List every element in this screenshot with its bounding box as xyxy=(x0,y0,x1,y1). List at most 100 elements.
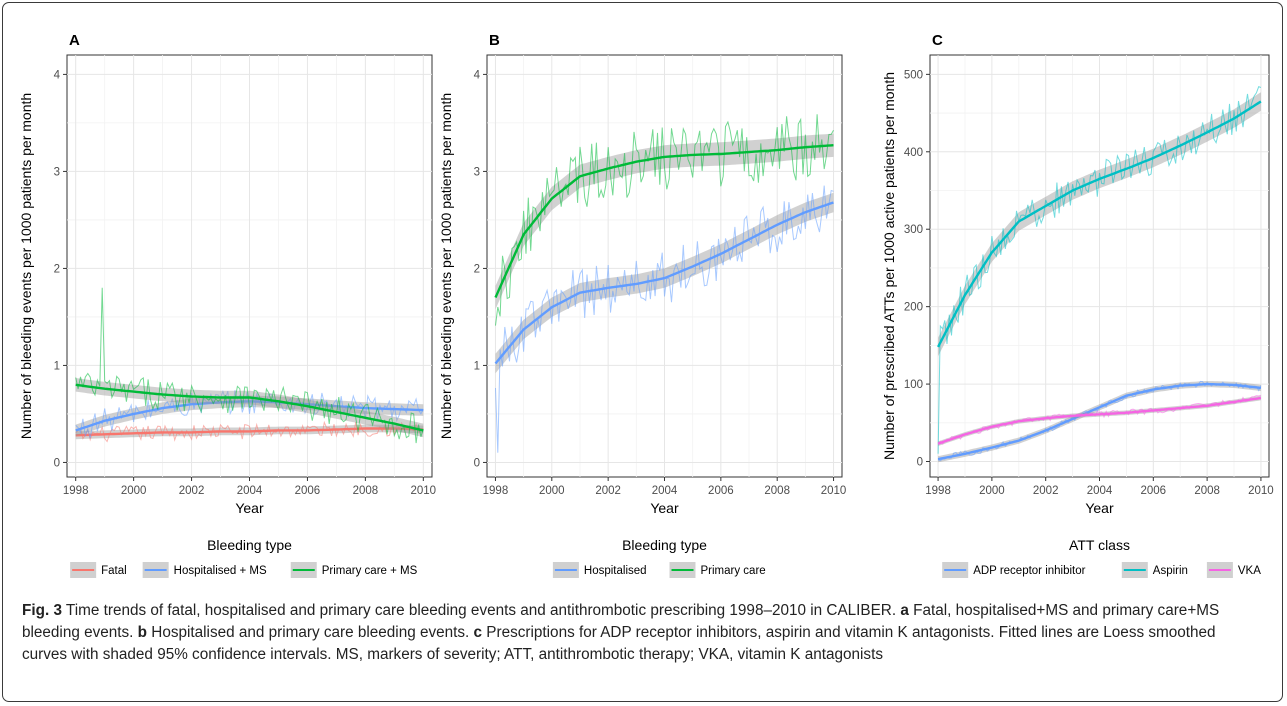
legend-item-adp-receptor-inhibitor: ADP receptor inhibitor xyxy=(942,562,1086,578)
x-tick-label: 2004 xyxy=(1087,485,1113,497)
legend: ATT class ADP receptor inhibitor Aspirin VK… xyxy=(942,537,1261,578)
x-tick-label: 2000 xyxy=(121,485,147,497)
legend-title: ATT class xyxy=(1069,537,1130,553)
series-aspirin xyxy=(937,86,1262,454)
x-axis-title: Year xyxy=(650,500,679,516)
y-tick-label: 1 xyxy=(54,360,60,372)
caption-a-label: a xyxy=(900,602,909,619)
ci-ribbon xyxy=(938,381,1261,463)
y-tick-label: 1 xyxy=(474,360,480,372)
x-tick-label: 2000 xyxy=(539,485,565,497)
y-tick-label: 2 xyxy=(54,263,60,275)
x-tick-label: 2006 xyxy=(295,485,321,497)
legend-label: Fatal xyxy=(101,565,127,577)
x-tick-label: 2002 xyxy=(595,485,621,497)
x-tick-label: 1998 xyxy=(63,485,89,497)
x-tick-label: 2010 xyxy=(1248,485,1274,497)
x-tick-label: 2006 xyxy=(1141,485,1167,497)
y-tick-label: 3 xyxy=(54,166,60,178)
raw-line xyxy=(75,420,424,443)
caption-intro: Time trends of fatal, hospitalised and p… xyxy=(61,602,901,619)
y-tick-label: 2 xyxy=(474,263,480,275)
y-tick-label: 4 xyxy=(474,69,481,81)
caption-c-text: Prescriptions for ADP receptor inhibitor… xyxy=(22,624,1216,663)
series-hospitalised xyxy=(494,185,834,453)
legend-item-hospitalised-ms: Hospitalised + MS xyxy=(142,562,267,578)
caption-b-label: b xyxy=(137,624,148,641)
legend-item-aspirin: Aspirin xyxy=(1121,562,1188,578)
y-tick-label: 4 xyxy=(54,69,61,81)
legend-label: Aspirin xyxy=(1153,565,1188,577)
x-tick-label: 2002 xyxy=(1033,485,1059,497)
legend-label: ADP receptor inhibitor xyxy=(973,565,1085,577)
panel-label: C xyxy=(932,32,943,49)
series-primary-care-ms xyxy=(75,287,424,444)
x-tick-label: 2008 xyxy=(1194,485,1220,497)
smooth-line xyxy=(937,396,1262,445)
y-tick-label: 0 xyxy=(917,457,923,469)
x-tick-label: 1998 xyxy=(925,485,951,497)
smooth-line xyxy=(75,427,424,437)
raw-line xyxy=(495,114,834,326)
x-tick-label: 2010 xyxy=(411,485,437,497)
y-axis-title: Number of bleeding events per 1000 patie… xyxy=(18,93,34,439)
legend-item-primary-care: Primary care xyxy=(669,562,766,578)
smooth-line xyxy=(937,382,1262,461)
x-axis-title: Year xyxy=(1085,500,1114,516)
y-axis-title: Number of prescribed ATTs per 1000 activ… xyxy=(881,72,897,460)
x-tick-label: 2002 xyxy=(179,485,205,497)
smooth-line xyxy=(75,400,424,432)
smooth-line xyxy=(75,383,424,432)
y-tick-label: 100 xyxy=(904,379,923,391)
legend-title: Bleeding type xyxy=(622,537,707,553)
x-tick-label: 2008 xyxy=(353,485,379,497)
legend-label: VKA xyxy=(1238,565,1261,577)
y-tick-label: 3 xyxy=(474,166,480,178)
x-tick-label: 2000 xyxy=(979,485,1005,497)
caption-fig-label: Fig. 3 xyxy=(22,602,62,619)
y-tick-label: 500 xyxy=(904,69,923,81)
series-vka xyxy=(937,394,1262,446)
legend-label: Hospitalised + MS xyxy=(174,565,267,577)
legend-item-primary-care-ms: Primary care + MS xyxy=(290,562,418,578)
raw-line xyxy=(75,287,424,444)
legend-label: Primary care + MS xyxy=(322,565,418,577)
legend-title: Bleeding type xyxy=(207,537,292,553)
y-tick-label: 0 xyxy=(54,457,60,469)
legend-item-fatal: Fatal xyxy=(70,562,127,578)
x-tick-label: 1998 xyxy=(483,485,509,497)
legend: Bleeding type Fatal Hospitalised + MS Prima… xyxy=(70,537,418,578)
legend-label: Primary care xyxy=(701,565,766,577)
y-tick-label: 0 xyxy=(474,457,480,469)
caption-b-text: Hospitalised and primary care bleeding e… xyxy=(147,624,474,641)
x-tick-label: 2008 xyxy=(764,485,790,497)
caption-a-text: Fatal, hospitalised+MS and primary care+… xyxy=(22,602,1220,641)
legend-label: Hospitalised xyxy=(584,565,647,577)
x-tick-label: 2004 xyxy=(237,485,263,497)
x-tick-label: 2006 xyxy=(708,485,734,497)
series-primary-care xyxy=(494,114,834,326)
x-tick-label: 2004 xyxy=(652,485,678,497)
smooth-line xyxy=(494,201,834,365)
raw-line xyxy=(937,86,1262,454)
panel-label: B xyxy=(489,32,500,49)
ci-ribbon xyxy=(75,378,424,438)
legend-item-hospitalised: Hospitalised xyxy=(552,562,647,578)
smooth-line xyxy=(937,100,1262,348)
chart-panel-a: 1998 2000 2002 2004 2006 2008 2010 0 1 2 3 4 A Year Nu… xyxy=(18,32,436,578)
y-tick-label: 300 xyxy=(904,224,923,236)
x-tick-label: 2010 xyxy=(821,485,847,497)
panel-label: A xyxy=(69,32,80,49)
legend: Bleeding type Hospitalised Primary care xyxy=(552,537,766,578)
x-axis-title: Year xyxy=(235,500,264,516)
figure-caption: Fig. 3 Time trends of fatal, hospitalise… xyxy=(22,600,1262,666)
chart-panel-c: 1998 2000 2002 2004 2006 2008 2010 0 100 200 300 40… xyxy=(881,32,1274,578)
raw-line xyxy=(495,185,834,453)
chart-panel-b: 1998 2000 2002 2004 2006 2008 2010 0 1 2 3 4 B Year Nu… xyxy=(438,32,846,578)
y-tick-label: 400 xyxy=(904,147,923,159)
legend-item-vka: VKA xyxy=(1206,562,1261,578)
series-fatal xyxy=(75,420,424,443)
caption-c-label: c xyxy=(473,624,483,641)
series-adp-receptor-inhibitor xyxy=(937,380,1262,463)
